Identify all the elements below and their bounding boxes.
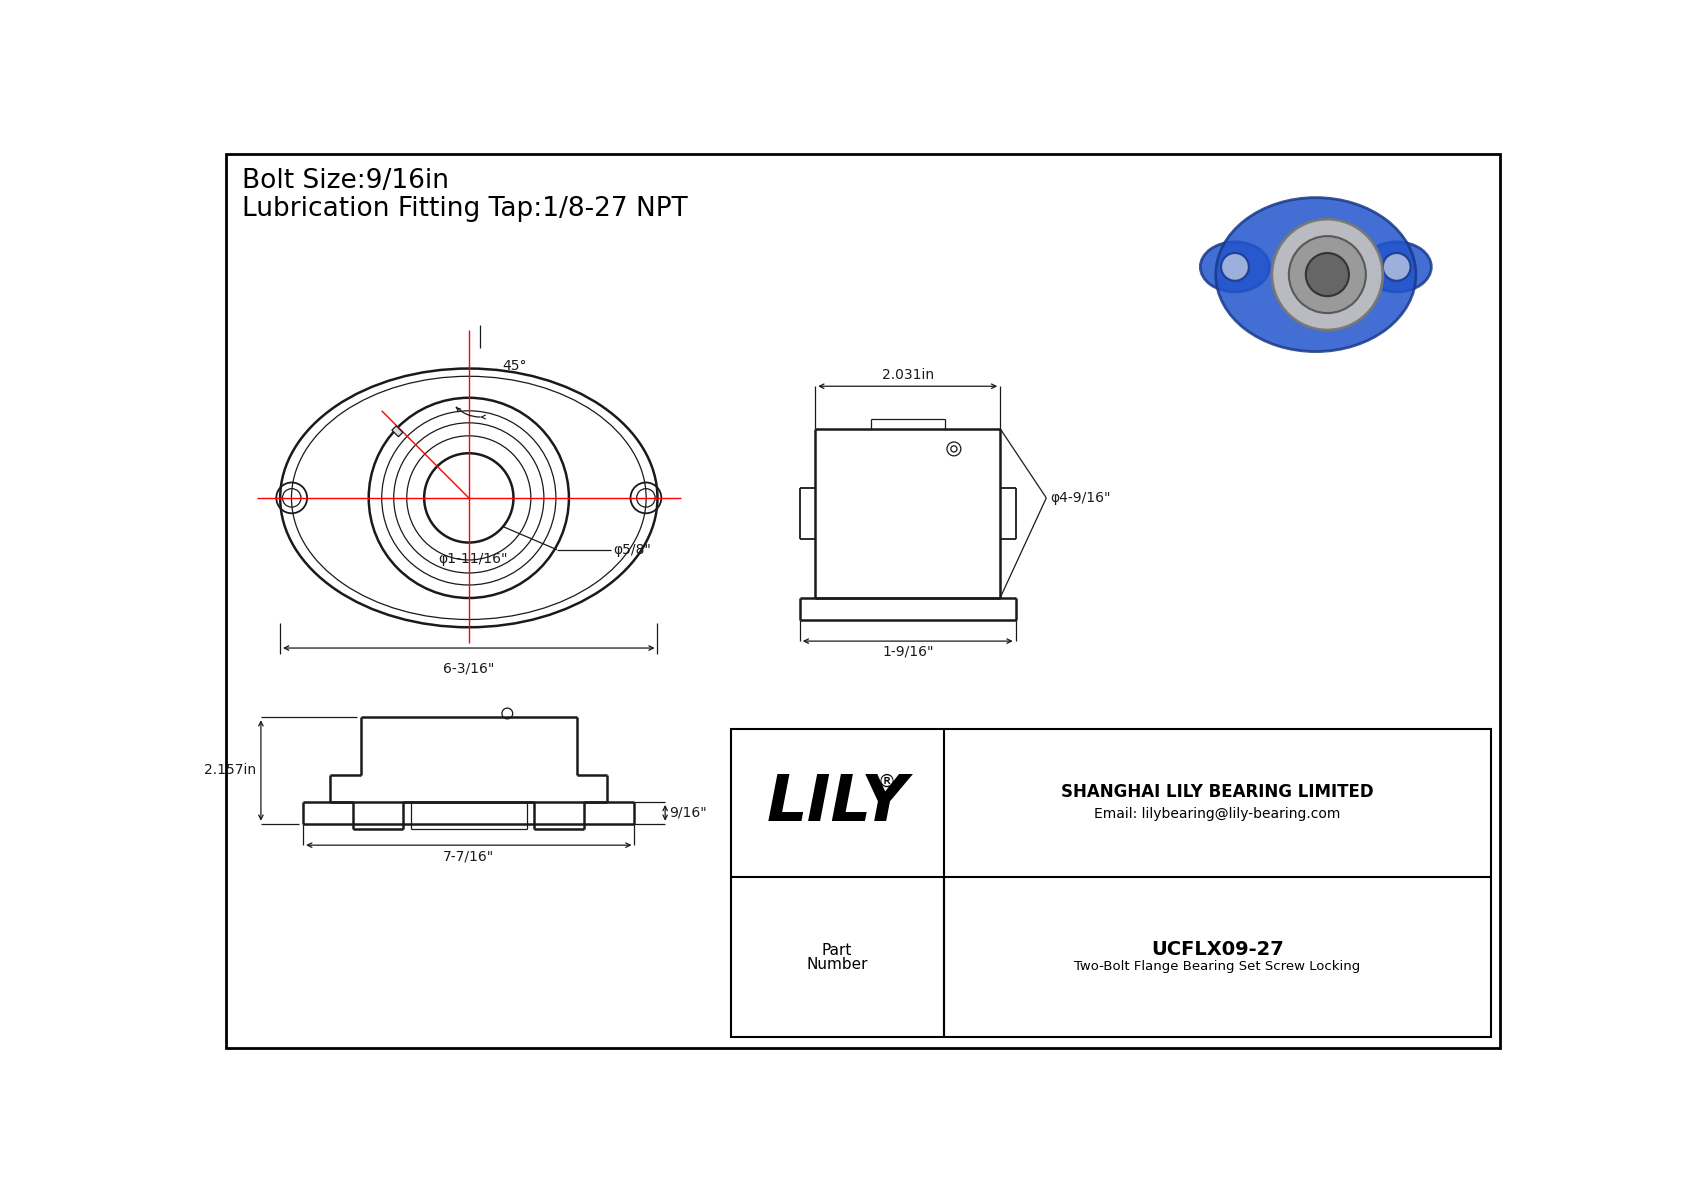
Circle shape [1271,219,1383,330]
Text: Lubrication Fitting Tap:1/8-27 NPT: Lubrication Fitting Tap:1/8-27 NPT [242,197,687,222]
Text: SHANGHAI LILY BEARING LIMITED: SHANGHAI LILY BEARING LIMITED [1061,782,1374,802]
Bar [392,426,402,437]
Circle shape [1221,252,1250,281]
Text: φ5/8": φ5/8" [613,543,652,556]
Circle shape [1305,252,1349,297]
Text: Email: lilybearing@lily-bearing.com: Email: lilybearing@lily-bearing.com [1095,806,1340,821]
Ellipse shape [1362,242,1431,292]
Text: UCFLX09-27: UCFLX09-27 [1152,940,1283,959]
Text: 6-3/16": 6-3/16" [443,662,495,676]
Text: φ4-9/16": φ4-9/16" [1051,491,1111,505]
Text: Part: Part [822,943,852,958]
Text: 1-9/16": 1-9/16" [882,646,933,659]
Text: 2.157in: 2.157in [204,763,256,778]
Text: φ1-11/16": φ1-11/16" [438,551,507,566]
Text: ®: ® [877,772,896,791]
Ellipse shape [1216,198,1416,351]
Text: Number: Number [807,958,867,972]
Text: 2.031in: 2.031in [882,368,933,381]
Ellipse shape [1201,242,1270,292]
Text: 45°: 45° [502,360,527,373]
Text: 7-7/16": 7-7/16" [443,849,495,863]
Bar [731,729,1492,1037]
Text: Two-Bolt Flange Bearing Set Screw Locking: Two-Bolt Flange Bearing Set Screw Lockin… [1074,960,1361,973]
Circle shape [1288,236,1366,313]
Text: Bolt Size:9/16in: Bolt Size:9/16in [242,168,448,194]
Text: LILY: LILY [766,772,908,834]
Circle shape [1383,252,1411,281]
Text: 9/16": 9/16" [669,806,707,819]
